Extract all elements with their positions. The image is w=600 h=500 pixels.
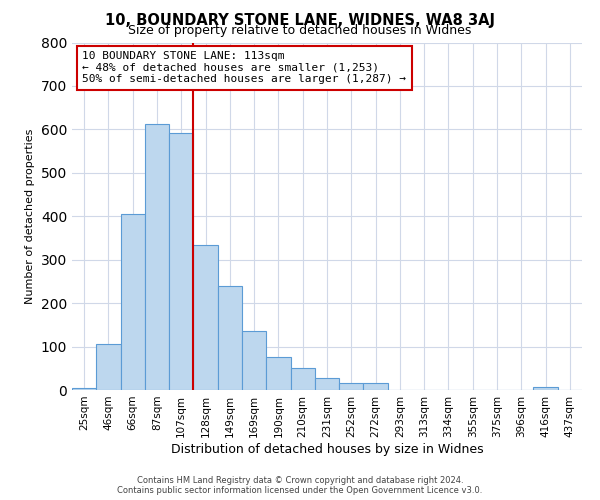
Bar — [72, 388, 96, 390]
Bar — [96, 344, 121, 390]
Bar — [266, 357, 290, 390]
Bar — [145, 124, 169, 390]
Bar — [169, 133, 193, 390]
Text: 10, BOUNDARY STONE LANE, WIDNES, WA8 3AJ: 10, BOUNDARY STONE LANE, WIDNES, WA8 3AJ — [105, 12, 495, 28]
Bar — [533, 386, 558, 390]
Bar — [121, 214, 145, 390]
Text: 10 BOUNDARY STONE LANE: 113sqm
← 48% of detached houses are smaller (1,253)
50% : 10 BOUNDARY STONE LANE: 113sqm ← 48% of … — [82, 51, 406, 84]
Bar — [315, 378, 339, 390]
Bar — [218, 286, 242, 390]
Text: Contains HM Land Registry data © Crown copyright and database right 2024.
Contai: Contains HM Land Registry data © Crown c… — [118, 476, 482, 495]
Bar — [339, 384, 364, 390]
X-axis label: Distribution of detached houses by size in Widnes: Distribution of detached houses by size … — [170, 442, 484, 456]
Bar — [290, 368, 315, 390]
Bar — [193, 246, 218, 390]
Bar — [364, 383, 388, 390]
Y-axis label: Number of detached properties: Number of detached properties — [25, 128, 35, 304]
Bar — [242, 331, 266, 390]
Text: Size of property relative to detached houses in Widnes: Size of property relative to detached ho… — [128, 24, 472, 37]
